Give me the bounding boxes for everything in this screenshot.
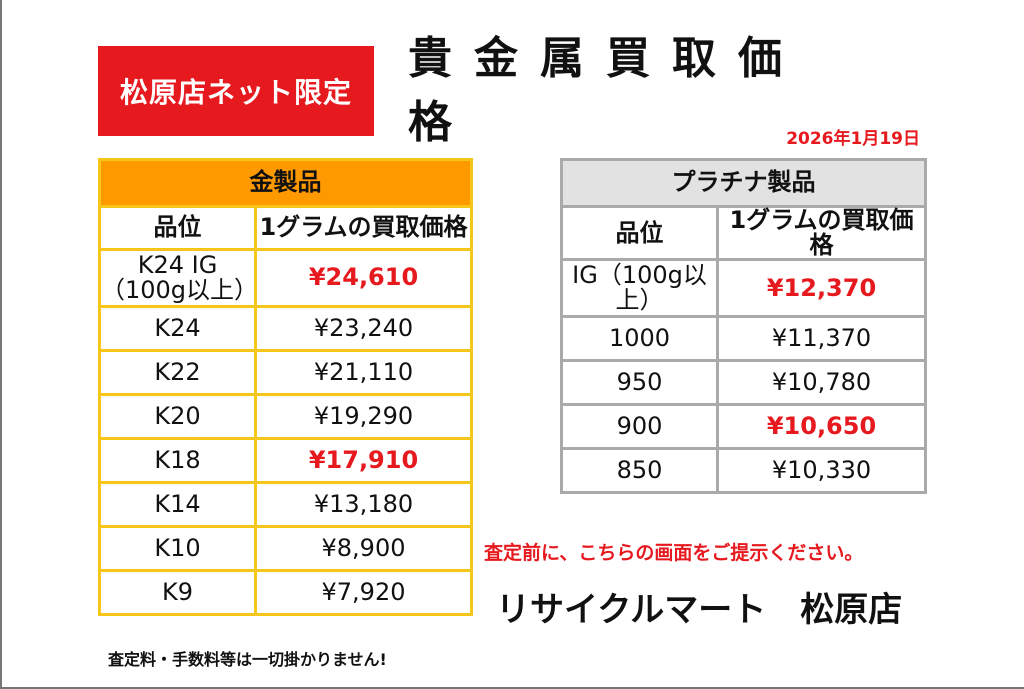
table-row: K24 ¥23,240	[98, 305, 473, 352]
price-cell: ¥10,330	[716, 447, 927, 495]
table-row: 850 ¥10,330	[560, 447, 927, 495]
grade-line-2: （100g以上）	[101, 276, 259, 304]
shop-name: リサイクルマート 松原店	[496, 590, 903, 630]
gold-table-header: 金製品	[98, 158, 473, 208]
grade-cell: K24 IG （100g以上）	[98, 248, 259, 308]
table-row: 900 ¥10,650	[560, 403, 927, 451]
table-row: K10 ¥8,900	[98, 525, 473, 572]
store-limited-badge: 松原店ネット限定	[98, 46, 374, 136]
grade-cell: K14	[98, 481, 257, 528]
price-cell: ¥23,240	[254, 305, 473, 352]
price-date: 2026年1月19日	[786, 129, 920, 149]
table-row: K20 ¥19,290	[98, 393, 473, 440]
page-title: 貴金属買取価格	[408, 33, 804, 148]
grade-line-2: 上）	[615, 286, 664, 315]
frame-left-border	[0, 0, 2, 689]
platinum-price-column-header: 1グラムの買取価格	[716, 204, 927, 262]
price-cell: ¥13,180	[254, 481, 473, 528]
table-row: K14 ¥13,180	[98, 481, 473, 528]
platinum-grade-column-header: 品位	[560, 204, 719, 262]
price-cell: ¥12,370	[716, 258, 927, 319]
price-cell: ¥7,920	[254, 569, 473, 616]
table-row: 950 ¥10,780	[560, 359, 927, 407]
frame-bottom-border	[0, 687, 1024, 689]
grade-cell: 1000	[560, 315, 719, 363]
price-cell: ¥10,780	[716, 359, 927, 407]
table-row: K18 ¥17,910	[98, 437, 473, 484]
platinum-price-table: プラチナ製品 品位 1グラムの買取価格 IG（100g以 上） ¥12,370 …	[560, 158, 927, 495]
grade-cell: K10	[98, 525, 257, 572]
grade-line-1: K24 IG	[137, 250, 218, 279]
grade-cell: K9	[98, 569, 257, 616]
table-row: 1000 ¥11,370	[560, 315, 927, 363]
price-cell: ¥24,610	[254, 248, 473, 308]
price-cell: ¥10,650	[716, 403, 927, 451]
price-cell: ¥11,370	[716, 315, 927, 363]
fee-notice: 査定料・手数料等は一切掛かりません!	[108, 650, 387, 669]
table-row: K9 ¥7,920	[98, 569, 473, 616]
table-row: K24 IG （100g以上） ¥24,610	[98, 248, 473, 308]
grade-cell: K24	[98, 305, 257, 352]
grade-cell: 850	[560, 447, 719, 495]
grade-cell: 900	[560, 403, 719, 451]
grade-cell: IG（100g以 上）	[560, 258, 719, 319]
grade-cell: K22	[98, 349, 257, 396]
grade-cell: 950	[560, 359, 719, 407]
price-cell: ¥19,290	[254, 393, 473, 440]
grade-cell: K20	[98, 393, 257, 440]
table-row: K22 ¥21,110	[98, 349, 473, 396]
gold-price-table: 金製品 品位 1グラムの買取価格 K24 IG （100g以上） ¥24,610…	[98, 158, 473, 616]
present-screen-notice: 査定前に、こちらの画面をご提示ください。	[484, 542, 864, 564]
grade-cell: K18	[98, 437, 257, 484]
gold-price-column-header: 1グラムの買取価格	[254, 205, 473, 251]
price-cell: ¥21,110	[254, 349, 473, 396]
gold-grade-column-header: 品位	[98, 205, 257, 251]
price-cell: ¥17,910	[254, 437, 473, 484]
table-row: IG（100g以 上） ¥12,370	[560, 258, 927, 319]
price-cell: ¥8,900	[254, 525, 473, 572]
grade-line-1: IG（100g以	[572, 261, 707, 290]
platinum-table-header: プラチナ製品	[560, 158, 927, 208]
